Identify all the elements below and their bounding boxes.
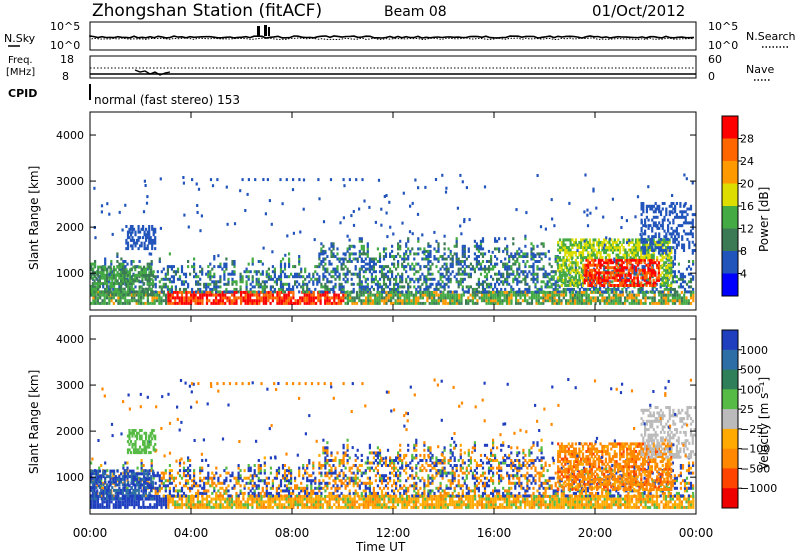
freq-unit-label: [MHz] xyxy=(6,67,35,78)
colorbar-tick-label: −1000 xyxy=(740,482,777,495)
power-colorbar: 4 8 12 16 20 24 28 xyxy=(721,115,754,297)
colorbar-segment xyxy=(722,183,738,207)
power-colorbar-label: Power [dB] xyxy=(757,187,771,252)
colorbar-segment xyxy=(722,228,738,252)
nave-tick-top: 60 xyxy=(708,53,722,66)
power-cells xyxy=(90,173,696,305)
colorbar-tick-label: 16 xyxy=(740,200,754,213)
nsky-series xyxy=(89,35,695,39)
colorbar-segment xyxy=(722,488,738,509)
nsearch-tick-top: 10^5 xyxy=(708,20,738,33)
velocity-panel: 1000 2000 3000 4000 00:00 04:00 08:00 12:00 16:… xyxy=(27,112,713,554)
colorbar-tick-label: 24 xyxy=(740,155,754,168)
freq-panel: Freq. [MHz] 18 8 60 0 Nave xyxy=(6,53,774,83)
colorbar-segment xyxy=(722,161,738,184)
colorbar-segment xyxy=(722,349,738,371)
x-tick-label: 04:00 xyxy=(174,526,209,540)
x-tick-label: 00:00 xyxy=(73,526,108,540)
freq-label: Freq. xyxy=(8,55,33,66)
colorbar-segment xyxy=(722,369,738,390)
colorbar-tick-label: 8 xyxy=(740,245,747,258)
y-tick-label: 4000 xyxy=(56,129,84,142)
x-tick-label: 12:00 xyxy=(376,526,411,540)
time-x-axis: 00:00 04:00 08:00 12:00 16:00 20:00 00:00 xyxy=(73,112,714,540)
x-tick-label: 00:00 xyxy=(679,526,714,540)
velocity-cells xyxy=(90,378,696,509)
y-tick-label: 2000 xyxy=(56,425,84,438)
colorbar-segment xyxy=(722,409,738,430)
colorbar-segment xyxy=(722,330,738,351)
colorbar-segment xyxy=(722,138,738,162)
y-tick-label: 1000 xyxy=(56,471,84,484)
power-panel: 1000 2000 3000 4000 Slant Range [km] xyxy=(27,111,697,311)
colorbar-segment xyxy=(722,273,738,297)
nsearch-series xyxy=(89,37,695,41)
colorbar-segment xyxy=(722,428,738,450)
colorbar-segment xyxy=(722,389,738,410)
colorbar-tick-label: −500 xyxy=(740,462,770,475)
nsky-tick-top: 10^5 xyxy=(50,20,80,33)
y-tick-label: 3000 xyxy=(56,379,84,392)
colorbar-tick-label: 28 xyxy=(740,133,754,146)
beam-title: Beam 08 xyxy=(384,4,447,20)
nsearch-label: N.Search xyxy=(746,30,796,43)
nsky-label: N.Sky xyxy=(4,32,36,45)
velocity-y-axis: 1000 2000 3000 4000 xyxy=(56,333,696,484)
x-tick-label: 08:00 xyxy=(275,526,310,540)
power-ylabel: Slant Range [km] xyxy=(27,166,41,270)
y-tick-label: 4000 xyxy=(56,333,84,346)
nave-label: Nave xyxy=(746,63,774,76)
colorbar-tick-label: −25 xyxy=(740,423,763,436)
nsky-panel: N.Sky 10^5 10^0 10^5 10^0 N.Search xyxy=(4,20,796,52)
velocity-ylabel: Slant Range [km] xyxy=(27,370,41,474)
freq-tick-bottom: 8 xyxy=(62,70,69,83)
colorbar-segment xyxy=(722,206,738,229)
time-axis-label: Time UT xyxy=(355,540,406,554)
colorbar-tick-label: 12 xyxy=(740,223,754,236)
date-title: 01/Oct/2012 xyxy=(592,2,685,20)
colorbar-tick-label: 25 xyxy=(740,403,754,416)
freq-tick-top: 18 xyxy=(60,53,74,66)
power-y-axis: 1000 2000 3000 4000 xyxy=(56,129,696,280)
colorbar-tick-label: 500 xyxy=(740,364,761,377)
colorbar-segment xyxy=(722,116,738,139)
velocity-colorbar-label: Velocity [m s⁻¹] xyxy=(757,377,771,470)
colorbar-tick-label: 20 xyxy=(740,178,754,191)
cpid-value: normal (fast stereo) 153 xyxy=(94,93,240,107)
x-tick-label: 16:00 xyxy=(477,526,512,540)
nsearch-tick-bottom: 10^0 xyxy=(708,39,738,52)
colorbar-segment xyxy=(722,448,738,469)
colorbar-segment xyxy=(722,468,738,489)
colorbar-tick-label: −100 xyxy=(740,443,770,456)
y-tick-label: 2000 xyxy=(56,221,84,234)
y-tick-label: 1000 xyxy=(56,267,84,280)
colorbar-tick-label: 100 xyxy=(740,383,761,396)
nave-tick-bottom: 0 xyxy=(708,70,715,83)
x-tick-label: 20:00 xyxy=(578,526,613,540)
y-tick-label: 3000 xyxy=(56,175,84,188)
colorbar-tick-label: 4 xyxy=(740,268,747,281)
station-title: Zhongshan Station (fitACF) xyxy=(92,1,322,21)
velocity-colorbar: 1000 500 100 25 −25 −100 −500 −1000 xyxy=(721,329,777,509)
colorbar-tick-label: 1000 xyxy=(740,344,768,357)
nsky-tick-bottom: 10^0 xyxy=(50,39,80,52)
cpid-label: CPID xyxy=(8,87,37,100)
colorbar-segment xyxy=(722,251,738,274)
